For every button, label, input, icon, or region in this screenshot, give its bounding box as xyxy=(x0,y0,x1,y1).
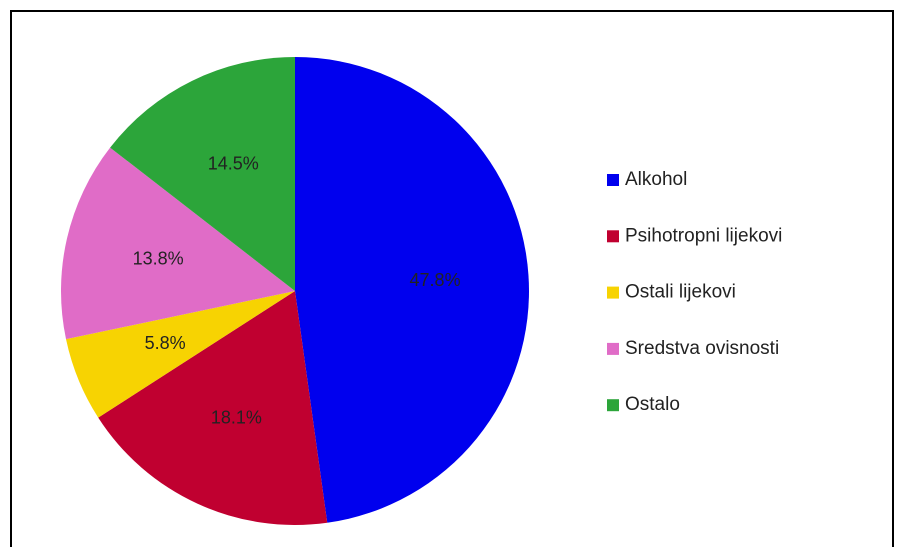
legend-swatch xyxy=(607,286,619,299)
pie-slice xyxy=(61,147,295,340)
legend-text: Ostali lijekovi xyxy=(625,282,736,303)
pie-slice xyxy=(66,291,295,418)
legend-text: Sredstva ovisnosti xyxy=(625,338,779,359)
legend-swatch xyxy=(607,230,619,243)
legend-swatch xyxy=(607,174,619,186)
legend-swatch xyxy=(607,342,619,355)
pie-slice xyxy=(98,291,328,525)
slice-label: 18.1% xyxy=(211,407,262,427)
slice-label: 5.8% xyxy=(145,333,186,353)
legend-text: Psihotropni lijekovi xyxy=(625,225,782,246)
legend-swatch xyxy=(607,399,619,412)
frame xyxy=(10,10,894,547)
slice-label: 47.8% xyxy=(410,270,461,290)
pie-slice xyxy=(110,57,295,291)
slice-label: 13.8% xyxy=(133,248,184,268)
legend-text: Alkohol xyxy=(625,169,687,190)
slice-label: 14.5% xyxy=(208,154,259,174)
legend-text: Ostalo xyxy=(625,394,680,415)
pie-slice xyxy=(295,57,530,523)
